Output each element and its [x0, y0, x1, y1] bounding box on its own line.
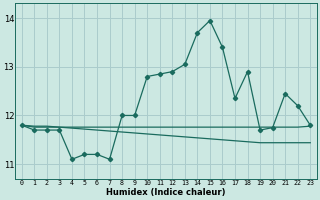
- X-axis label: Humidex (Indice chaleur): Humidex (Indice chaleur): [106, 188, 226, 197]
